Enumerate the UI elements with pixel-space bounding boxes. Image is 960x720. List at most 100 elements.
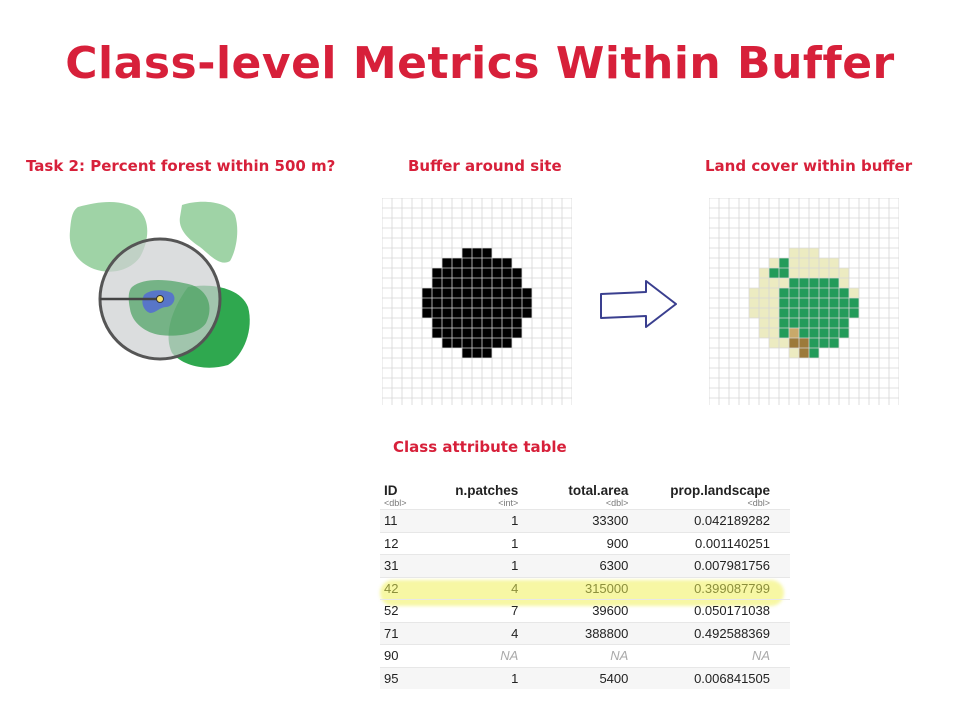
raster-cell [462, 298, 472, 308]
table-cell: 6300 [522, 554, 633, 577]
table-cell: 900 [522, 531, 633, 555]
raster-cell [779, 318, 789, 328]
raster-cell [779, 258, 789, 268]
raster-cell [759, 298, 769, 308]
raster-cell [462, 348, 472, 358]
raster-cell [442, 328, 452, 338]
raster-cell [432, 288, 442, 298]
raster-cell [819, 308, 829, 318]
table-cell: 52 [380, 599, 432, 622]
raster-cell [799, 248, 809, 258]
raster-cell [769, 318, 779, 328]
raster-cell [442, 308, 452, 318]
raster-cell [819, 318, 829, 328]
raster-cell [502, 328, 512, 338]
raster-cell [502, 268, 512, 278]
raster-cell [442, 268, 452, 278]
raster-cell [462, 268, 472, 278]
raster-cell [492, 338, 502, 348]
raster-cell [799, 298, 809, 308]
table-cell: 1 [431, 531, 523, 555]
raster-cell [809, 288, 819, 298]
raster-cell [789, 248, 799, 258]
site-point-icon [156, 295, 164, 303]
table-row: 12 1 900 0.001140251 [380, 531, 790, 555]
raster-cell [452, 298, 462, 308]
table-cell: 0.042189282 [632, 509, 790, 532]
column-header: prop.landscape <dbl> [670, 483, 770, 509]
raster-cell [789, 338, 799, 348]
raster-cell [809, 348, 819, 358]
raster-cell [512, 268, 522, 278]
raster-cell [442, 278, 452, 288]
raster-cell [789, 318, 799, 328]
raster-cell [442, 288, 452, 298]
raster-cell [829, 338, 839, 348]
raster-cell [829, 288, 839, 298]
raster-cell [819, 268, 829, 278]
table-cell: NA [632, 644, 790, 667]
table-cell: 0.492588369 [632, 621, 790, 645]
raster-cell [472, 248, 482, 258]
raster-cell [829, 268, 839, 278]
raster-cell [482, 338, 492, 348]
raster-cell [452, 338, 462, 348]
raster-cell [769, 268, 779, 278]
raster-cell [799, 268, 809, 278]
table-cell: 0.050171038 [632, 599, 790, 622]
raster-cell [789, 298, 799, 308]
raster-cell [819, 328, 829, 338]
table-cell: 1 [431, 509, 523, 532]
raster-cell [809, 258, 819, 268]
raster-cell [482, 328, 492, 338]
raster-cell [492, 268, 502, 278]
table-cell: 388800 [522, 621, 633, 645]
raster-cell [452, 318, 462, 328]
raster-cell [442, 318, 452, 328]
column-header: total.area <dbl> [568, 483, 629, 509]
raster-cell [482, 278, 492, 288]
table-cell: 1 [431, 554, 523, 577]
table-cell: 315000 [522, 576, 633, 600]
table-cell: 4 [431, 621, 523, 645]
raster-cell [779, 338, 789, 348]
table-cell: 4 [431, 576, 523, 600]
table-cell: 42 [380, 576, 432, 600]
raster-cell [749, 308, 759, 318]
raster-cell [422, 298, 432, 308]
raster-cell [512, 318, 522, 328]
raster-cell [829, 308, 839, 318]
raster-cell [492, 308, 502, 318]
raster-cell [432, 298, 442, 308]
table-cell: 0.006841505 [632, 666, 790, 689]
raster-cell [522, 288, 532, 298]
raster-cell [462, 338, 472, 348]
raster-cell [809, 338, 819, 348]
raster-cell [799, 278, 809, 288]
raster-cell [759, 268, 769, 278]
raster-cell [472, 318, 482, 328]
raster-cell [819, 258, 829, 268]
raster-cell [422, 288, 432, 298]
raster-cell [512, 288, 522, 298]
raster-cell [502, 288, 512, 298]
raster-cell [502, 338, 512, 348]
table-row: 90 NA NA NA [380, 644, 790, 667]
table-cell: 31 [380, 554, 432, 577]
raster-cell [492, 288, 502, 298]
table-cell: NA [522, 644, 633, 667]
raster-cell [779, 278, 789, 288]
raster-cell [492, 328, 502, 338]
raster-cell [849, 298, 859, 308]
raster-cell [512, 328, 522, 338]
column-header: n.patches <int> [455, 483, 519, 509]
raster-cell [472, 298, 482, 308]
raster-cell [472, 278, 482, 288]
raster-cell [492, 298, 502, 308]
raster-cell [482, 348, 492, 358]
raster-cell [829, 298, 839, 308]
forest-patch-upper-right [179, 201, 238, 263]
table-row: 52 7 39600 0.050171038 [380, 599, 790, 622]
raster-cell [789, 268, 799, 278]
raster-cell [809, 308, 819, 318]
